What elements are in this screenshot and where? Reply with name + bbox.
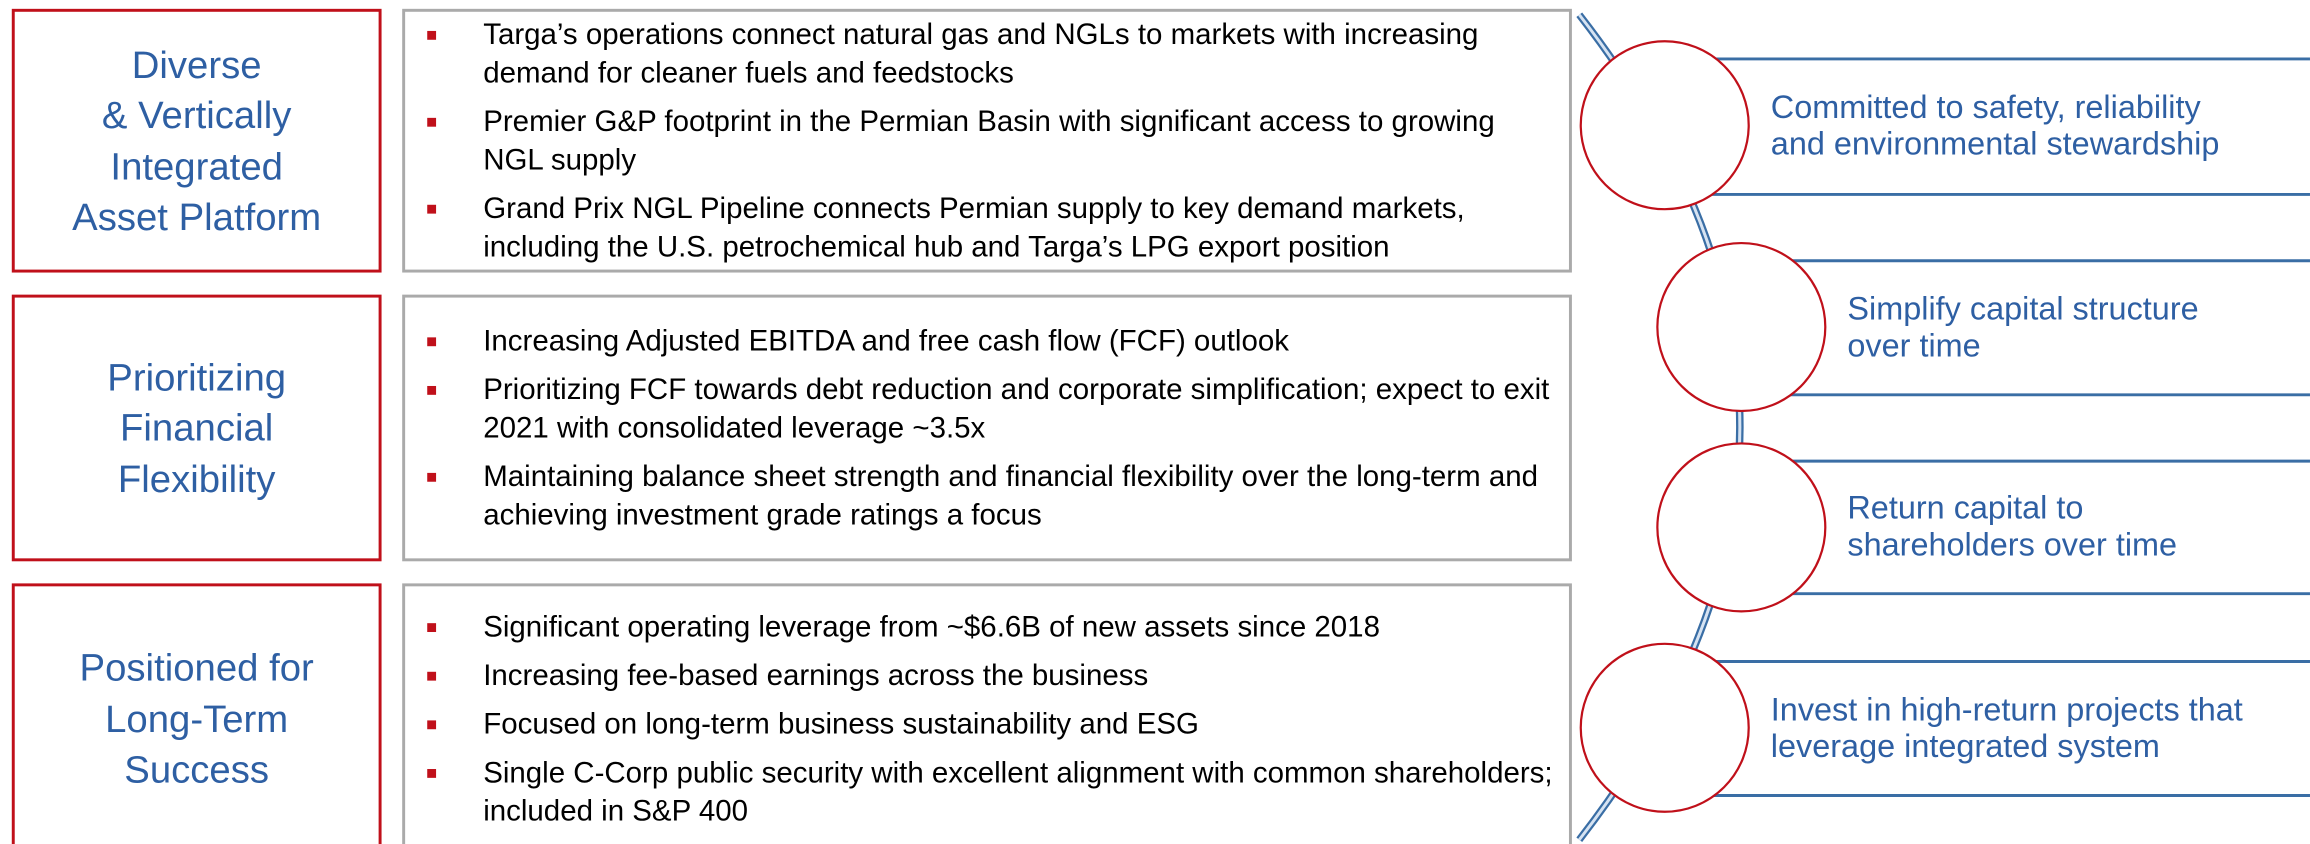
circle — [1656, 241, 1827, 413]
title-line: Financial — [120, 405, 274, 450]
bullet: Single C-Corp public security with excel… — [427, 754, 1554, 831]
bullet: Maintaining balance sheet strength and f… — [427, 457, 1554, 534]
title-line: Success — [124, 747, 270, 792]
title-line: Flexibility — [117, 456, 276, 501]
bullet: Significant operating leverage from ~$6.… — [427, 608, 1554, 646]
priority-line: Invest in high-return projects that — [1770, 690, 2243, 728]
priority-label: Invest in high-return projects that lever… — [1771, 690, 2243, 764]
bullet: Grand Prix NGL Pipeline connects Permian… — [427, 189, 1554, 266]
title-line: Diverse — [131, 41, 262, 87]
title-line: Integrated — [110, 143, 283, 188]
section-title: Prioritizing Financial Flexibility — [11, 294, 382, 562]
priority-line: Committed to safety, reliability — [1770, 88, 2201, 126]
bullet: Premier G&P footprint in the Permian Bas… — [427, 102, 1554, 179]
bullet: Increasing fee-based earnings across the… — [427, 656, 1554, 694]
title-line: & Vertically — [101, 92, 292, 138]
priority-line: Simplify capital structure — [1847, 289, 2199, 327]
circle — [1579, 40, 1750, 211]
priority-label: Committed to safety, reliability and envi… — [1771, 88, 2220, 162]
bullet: Targa’s operations connect natural gas a… — [427, 15, 1554, 92]
priority-line: over time — [1847, 326, 1981, 364]
priority-line: leverage integrated system — [1770, 727, 2160, 764]
title-line: Positioned for — [79, 645, 314, 690]
bullet: Prioritizing FCF towards debt reduction … — [427, 371, 1554, 448]
circle — [1579, 642, 1750, 813]
priority-label: Simplify capital structure over time — [1847, 289, 2198, 363]
title-line: Asset Platform — [72, 194, 322, 239]
bullet-box: Targa’s operations connect natural gas a… — [402, 8, 1572, 273]
bullet-box: Significant operating leverage from ~$6.… — [402, 583, 1572, 844]
section-title: Diverse & Vertically Integrated Asset Platf… — [11, 8, 382, 273]
priority-graphics — [1579, 40, 2310, 813]
priority-line: Return capital to — [1847, 489, 2084, 526]
bullet-box: Increasing Adjusted EBITDA and free cash… — [402, 294, 1572, 562]
circle — [1656, 442, 1827, 613]
section-title: Positioned for Long-Term Success — [11, 583, 382, 844]
priority-line: and environmental stewardship — [1770, 125, 2220, 163]
title-line: Long-Term — [105, 696, 289, 741]
bullet: Focused on long-term business sustainabi… — [427, 705, 1554, 743]
priority-label: Return capital to shareholders over time — [1847, 489, 2177, 563]
bullet: Increasing Adjusted EBITDA and free cash… — [427, 322, 1554, 360]
priority-line: shareholders over time — [1847, 525, 2178, 563]
title-line: Prioritizing — [107, 354, 287, 399]
